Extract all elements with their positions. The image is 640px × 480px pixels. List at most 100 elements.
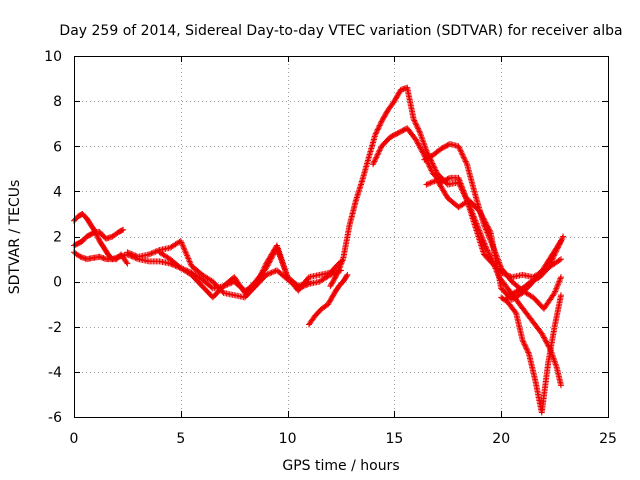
data-point: [393, 94, 400, 101]
data-point: [147, 250, 154, 257]
data-point: [296, 282, 303, 289]
data-point: [459, 184, 466, 191]
series-track-b: [71, 210, 131, 267]
data-point: [268, 269, 275, 276]
data-point: [299, 281, 306, 288]
data-point: [264, 262, 271, 269]
data-point: [328, 281, 335, 288]
data-point: [558, 237, 565, 244]
data-point: [263, 263, 270, 270]
data-point: [481, 218, 488, 225]
data-point: [558, 236, 565, 243]
data-point: [297, 282, 304, 289]
data-point: [556, 241, 563, 248]
x-tick-label: 5: [176, 431, 185, 447]
data-point: [479, 214, 486, 221]
data-point: [277, 253, 284, 260]
data-point: [456, 146, 463, 153]
x-tick-label: 25: [599, 431, 617, 447]
data-point: [331, 275, 338, 282]
data-point: [338, 258, 345, 265]
data-point: [543, 338, 550, 345]
data-point: [524, 346, 531, 353]
series-track-c: [71, 226, 127, 249]
data-point: [372, 130, 379, 137]
data-point: [483, 222, 490, 229]
data-point: [337, 263, 344, 270]
data-point: [413, 137, 420, 144]
data-point: [551, 289, 558, 296]
data-point: [266, 258, 273, 265]
data-point: [423, 147, 430, 154]
data-point: [412, 120, 419, 127]
data-point: [265, 261, 272, 268]
data-point: [152, 248, 159, 255]
x-tick-label: 15: [385, 431, 403, 447]
data-point: [485, 224, 492, 231]
data-point: [524, 348, 531, 355]
data-point: [343, 272, 350, 279]
data-point: [555, 242, 562, 249]
data-point: [179, 242, 186, 249]
data-point: [462, 157, 469, 164]
data-point: [486, 227, 493, 234]
data-point: [270, 251, 277, 258]
data-point: [123, 259, 130, 266]
data-point: [295, 283, 302, 290]
data-point: [128, 250, 135, 257]
series-track-j: [423, 177, 565, 303]
data-point: [334, 270, 341, 277]
chart-title: Day 259 of 2014, Sidereal Day-to-day VTE…: [59, 23, 622, 39]
data-point: [523, 345, 530, 352]
data-point: [377, 146, 384, 153]
data-point: [274, 247, 281, 254]
data-point: [484, 223, 491, 230]
data-point: [553, 284, 560, 291]
data-point: [379, 117, 386, 124]
series-track-k: [498, 292, 565, 416]
data-point: [552, 287, 559, 294]
data-point: [375, 125, 382, 132]
data-point: [269, 252, 276, 259]
data-point: [148, 250, 155, 257]
data-point: [539, 331, 546, 338]
data-point: [327, 297, 334, 304]
data-point: [549, 255, 556, 262]
data-point: [187, 259, 194, 266]
data-point: [554, 245, 561, 252]
data-point: [551, 252, 558, 259]
data-point: [267, 256, 274, 263]
data-point: [552, 249, 559, 256]
data-point: [545, 263, 552, 270]
data-point: [419, 148, 426, 155]
data-point: [184, 252, 191, 259]
data-point: [373, 154, 380, 161]
y-tick-label: -2: [48, 320, 62, 336]
data-point: [427, 179, 434, 186]
data-point: [339, 257, 346, 264]
data-point: [305, 278, 312, 285]
data-point: [411, 117, 418, 124]
data-point: [327, 283, 334, 290]
data-point: [177, 238, 184, 245]
data-point: [371, 158, 378, 165]
data-point: [560, 233, 567, 240]
data-point: [372, 155, 379, 162]
data-point: [485, 248, 492, 255]
data-point: [374, 127, 381, 134]
data-point: [263, 265, 270, 272]
data-point: [455, 174, 462, 181]
data-point: [427, 164, 434, 171]
data-point: [456, 176, 463, 183]
data-point: [283, 271, 290, 278]
data-point: [557, 275, 564, 282]
data-point: [417, 145, 424, 152]
data-point: [551, 251, 558, 258]
data-point: [520, 339, 527, 346]
data-point: [559, 234, 566, 241]
data-point: [394, 93, 401, 100]
data-point: [483, 244, 490, 251]
series-track-l: [502, 233, 567, 303]
data-point: [415, 141, 422, 148]
